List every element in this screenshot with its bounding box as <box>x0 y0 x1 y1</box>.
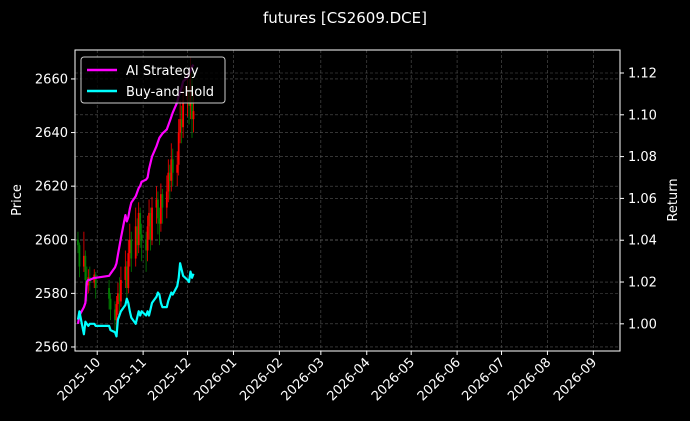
y-tick-label-left: 2580 <box>35 287 68 302</box>
candle-body <box>149 212 152 240</box>
x-tick-label: 2026-08 <box>505 355 554 404</box>
candle-body <box>176 164 179 173</box>
candle-body <box>124 266 127 280</box>
y-tick-label-right: 1.02 <box>628 276 657 291</box>
y-tick-label-right: 1.06 <box>628 192 657 207</box>
candle-body <box>167 172 170 192</box>
y-tick-label-left: 2620 <box>35 180 68 195</box>
y-axis-right: 1.00 1.02 1.04 1.06 1.08 1.10 1.12 <box>620 66 657 332</box>
x-tick-label: 2025-11 <box>101 355 150 404</box>
candle-body <box>127 253 130 289</box>
candle-body <box>78 245 81 267</box>
candle-body <box>82 255 85 267</box>
y-tick-label-left: 2600 <box>35 233 68 248</box>
y-axis-left: 2560 2580 2600 2620 2640 2660 <box>35 72 75 355</box>
legend: AI Strategy Buy-and-Hold <box>80 56 226 104</box>
y-tick-label-right: 1.00 <box>628 317 657 332</box>
candle-body <box>145 239 147 251</box>
candle-body <box>182 100 185 128</box>
candle-body <box>117 293 119 305</box>
candle-body <box>77 239 79 246</box>
legend-label-buy-and-hold: Buy-and-Hold <box>126 85 214 100</box>
plot-frame <box>74 49 621 352</box>
candle-body <box>128 239 131 254</box>
candle-body <box>130 239 133 259</box>
candle-body <box>192 111 195 120</box>
candle-body <box>137 212 140 246</box>
x-axis: 2025-102025-112025-122026-012026-022026-… <box>55 351 600 404</box>
candle-body <box>165 191 168 208</box>
candle-body <box>140 234 143 240</box>
y-tick-label-left: 2640 <box>35 126 68 141</box>
candle-body <box>136 226 139 246</box>
candle-body <box>84 255 87 280</box>
grid <box>75 50 620 351</box>
x-tick-label: 2025-10 <box>55 355 104 404</box>
candle-body <box>158 218 161 224</box>
x-tick-label: 2026-03 <box>279 355 328 404</box>
candle-body <box>118 293 121 302</box>
y-tick-label-left: 2560 <box>35 340 68 355</box>
candle-body <box>146 226 149 251</box>
candle-body <box>155 199 158 208</box>
legend-label-ai-strategy: AI Strategy <box>126 64 199 79</box>
candle-body <box>157 199 159 219</box>
chart-title: futures [CS2609.DCE] <box>263 9 427 27</box>
candle-body <box>168 172 171 181</box>
x-tick-label: 2025-12 <box>145 355 194 404</box>
x-tick-label: 2026-02 <box>237 355 286 404</box>
candle-body <box>120 279 122 302</box>
candle-body <box>139 212 142 235</box>
y-axis-right-label: Return <box>666 178 681 221</box>
candle-body <box>179 119 182 133</box>
y-tick-label-right: 1.12 <box>628 66 657 81</box>
x-tick-label: 2026-09 <box>551 355 600 404</box>
candle-body <box>125 266 128 289</box>
x-tick-label: 2026-01 <box>191 355 240 404</box>
y-axis-left-label: Price <box>10 184 25 216</box>
candle-body <box>114 309 116 321</box>
candle-body <box>115 304 118 321</box>
candle-body <box>180 119 183 128</box>
x-tick-label: 2026-05 <box>369 355 418 404</box>
y-tick-label-right: 1.04 <box>628 234 657 249</box>
candle-body <box>161 194 164 208</box>
y-tick-label-right: 1.08 <box>628 150 657 165</box>
series-lines <box>76 63 195 338</box>
candle-body <box>94 274 97 289</box>
candle-body <box>108 288 110 299</box>
candle-body <box>134 226 137 259</box>
candle-body <box>171 159 174 173</box>
x-tick-label: 2026-04 <box>325 355 374 404</box>
candle-body <box>109 298 112 310</box>
x-tick-label: 2026-07 <box>459 355 508 404</box>
x-tick-label: 2026-06 <box>415 355 464 404</box>
candle-body <box>151 207 153 240</box>
candle-body <box>159 194 162 224</box>
candle-body <box>177 132 180 165</box>
candle-body <box>148 212 150 227</box>
y-tick-label-right: 1.10 <box>628 108 657 123</box>
y-tick-label-left: 2660 <box>35 72 68 87</box>
buy-and-hold-line <box>76 262 195 338</box>
candle-body <box>170 159 173 181</box>
